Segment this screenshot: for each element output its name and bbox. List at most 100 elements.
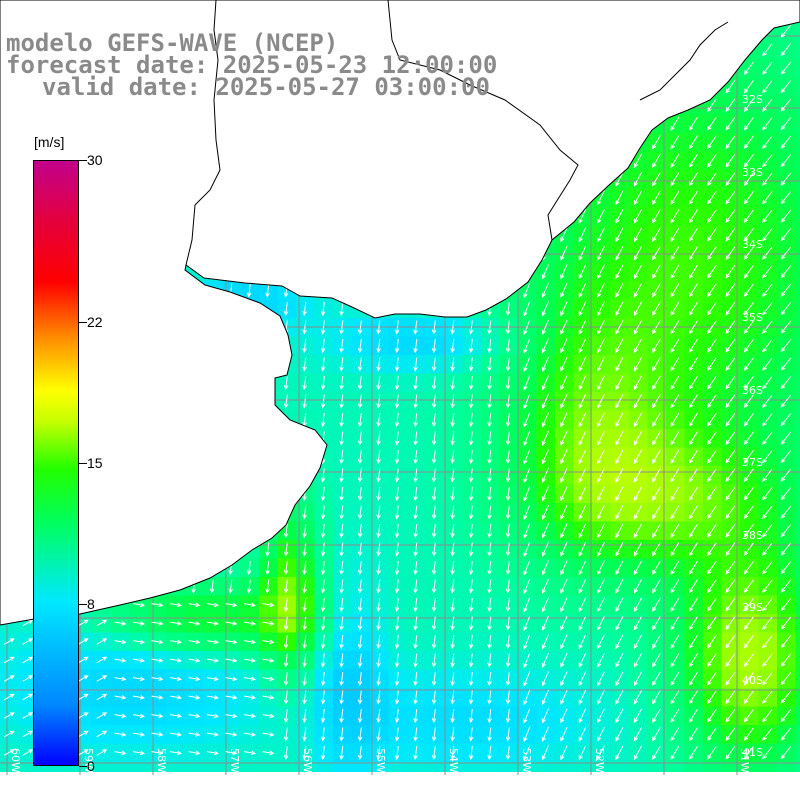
wind-arrow: [541, 689, 549, 705]
wind-arrow: [431, 579, 437, 594]
wind-arrow: [170, 732, 182, 737]
wind-arrow: [339, 301, 344, 317]
wind-arrow: [505, 357, 511, 372]
wind-arrow: [652, 135, 661, 150]
wind-arrow: [394, 745, 400, 761]
wind-arrow: [450, 486, 455, 502]
wind-arrow: [376, 412, 381, 428]
wind-arrow: [762, 191, 773, 205]
wind-arrow: [283, 375, 289, 391]
wind-arrow: [376, 338, 381, 354]
wind-arrow: [652, 412, 661, 427]
wind-arrow: [133, 713, 145, 719]
wind-arrow: [780, 413, 792, 427]
wind-arrow: [468, 579, 474, 594]
wind-arrow: [431, 394, 437, 409]
wind-arrow: [780, 43, 792, 57]
wind-arrow: [633, 190, 643, 206]
wind-arrow: [652, 394, 661, 409]
wind-arrow: [487, 727, 492, 742]
colorbar-tick-label: 30: [87, 152, 103, 168]
wind-arrow: [505, 338, 511, 354]
wind-arrow: [743, 616, 754, 631]
wind-arrow: [743, 394, 754, 409]
wind-arrow: [96, 675, 108, 682]
wind-arrow: [320, 634, 326, 650]
wind-arrow: [357, 671, 363, 687]
wind-arrow: [244, 732, 256, 737]
wind-arrow: [22, 712, 34, 719]
wind-arrow: [670, 671, 680, 686]
wind-arrow: [578, 597, 587, 613]
wind-arrow: [762, 80, 773, 94]
wind-arrow: [188, 621, 201, 626]
wind-arrow: [505, 301, 511, 317]
wind-arrow: [688, 209, 698, 224]
wind-arrow: [302, 394, 307, 409]
wind-arrow: [688, 338, 698, 353]
wind-arrow: [468, 449, 474, 465]
wind-arrow: [597, 283, 605, 298]
wind-arrow: [541, 634, 549, 650]
wind-arrow: [339, 338, 344, 354]
wind-arrow: [450, 634, 455, 650]
wind-arrow: [743, 339, 754, 353]
wind-arrow: [431, 671, 437, 687]
wind-arrow: [597, 412, 605, 428]
wind-arrow: [633, 523, 643, 539]
wind-arrow: [320, 357, 326, 372]
wind-arrow: [244, 621, 256, 626]
wind-arrow: [725, 283, 736, 297]
wind-arrow: [302, 301, 307, 317]
wind-arrow: [597, 246, 605, 261]
wind-arrow: [615, 690, 624, 705]
wind-arrow: [597, 394, 605, 409]
wind-arrow: [633, 468, 643, 483]
wind-arrow: [670, 616, 680, 631]
wind-arrow: [762, 320, 773, 334]
wind-arrow: [743, 635, 754, 649]
wind-arrow: [523, 634, 531, 650]
wind-arrow: [244, 750, 256, 756]
wind-arrow: [151, 750, 164, 756]
wind-arrow: [743, 357, 754, 372]
wind-arrow: [523, 449, 531, 465]
wind-arrow: [615, 338, 624, 354]
wind-arrow: [320, 375, 326, 391]
wind-arrow: [688, 542, 698, 557]
wind-arrow: [468, 708, 474, 724]
wind-arrow: [652, 486, 661, 501]
wind-arrow: [188, 713, 201, 719]
wind-arrow: [394, 690, 400, 705]
wind-arrow: [615, 468, 624, 483]
lat-label: 34S: [742, 238, 763, 251]
wind-arrow: [450, 560, 455, 576]
wind-arrow: [114, 639, 127, 645]
wind-arrow: [560, 264, 568, 280]
wind-arrow: [615, 579, 624, 594]
wind-arrow: [652, 227, 661, 242]
wind-arrow: [670, 283, 680, 298]
wind-arrow: [450, 505, 455, 520]
wind-arrow: [578, 523, 587, 539]
wind-arrow: [688, 246, 698, 261]
wind-arrow: [541, 356, 549, 372]
wind-arrow: [96, 638, 108, 645]
wind-arrow: [725, 450, 736, 464]
wind-arrow: [762, 524, 773, 538]
wind-arrow: [780, 209, 792, 223]
wind-arrow: [652, 431, 661, 446]
wind-arrow: [487, 745, 492, 761]
wind-arrow: [394, 542, 400, 557]
wind-arrow: [505, 708, 511, 724]
wind-arrow: [652, 338, 661, 353]
wind-arrow: [151, 695, 164, 700]
wind-arrow: [633, 283, 643, 298]
wind-arrow: [523, 412, 531, 428]
wind-arrow: [225, 621, 238, 626]
wind-arrow: [523, 282, 531, 299]
wind-arrow: [762, 635, 773, 649]
wind-arrow: [725, 487, 736, 501]
wind-arrow: [707, 487, 717, 501]
wind-arrow: [468, 357, 474, 372]
